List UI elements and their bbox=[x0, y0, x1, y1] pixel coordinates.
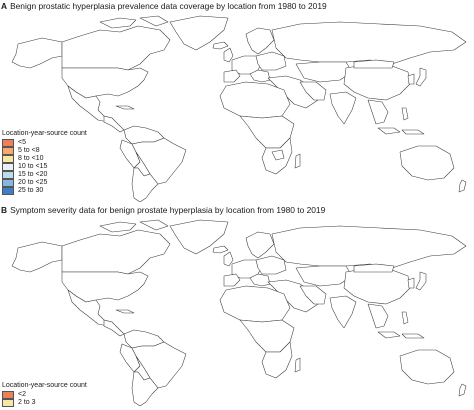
india-b bbox=[329, 295, 357, 329]
scandinavia bbox=[245, 27, 275, 55]
central-america bbox=[103, 115, 125, 133]
argentina-chile bbox=[131, 167, 159, 202]
southeast-asia bbox=[367, 99, 389, 125]
iberia bbox=[223, 69, 241, 83]
cuba-b bbox=[115, 309, 135, 314]
panel-a-prevalence-map: A Benign prostatic hyperplasia prevalence… bbox=[0, 0, 474, 203]
panel-a-legend-swatch bbox=[2, 163, 14, 171]
zambia bbox=[271, 149, 285, 161]
panel-a-legend-label: 8 to <10 bbox=[18, 155, 44, 162]
india bbox=[329, 91, 357, 125]
panel-b-legend-item: <2 bbox=[2, 391, 87, 399]
china bbox=[343, 63, 411, 101]
southeast-asia-b bbox=[367, 303, 389, 329]
russia bbox=[271, 21, 467, 65]
panel-b-legend: Location-year-source count <2 2 to 3 bbox=[2, 382, 87, 407]
iceland bbox=[212, 41, 229, 50]
panel-a-legend-swatch bbox=[2, 147, 14, 155]
greenland bbox=[169, 15, 229, 51]
alaska bbox=[11, 37, 63, 69]
panel-a-legend-item: 20 to <25 bbox=[2, 179, 87, 187]
argentina-chile-b bbox=[131, 371, 159, 406]
panel-a-legend-label: 15 to <20 bbox=[18, 171, 48, 178]
korea bbox=[407, 73, 415, 85]
russia-b bbox=[271, 225, 467, 269]
panel-b-legend-swatch bbox=[2, 391, 14, 399]
canada-b bbox=[61, 229, 171, 275]
world-map-b bbox=[11, 219, 467, 406]
panel-a-title: A Benign prostatic hyperplasia prevalence… bbox=[1, 1, 327, 11]
panel-a-legend-item: 25 to 30 bbox=[2, 187, 87, 195]
panel-a-legend-label: 5 to <8 bbox=[18, 147, 40, 154]
indonesia-b bbox=[377, 331, 425, 339]
cuba bbox=[115, 105, 135, 110]
philippines-b bbox=[401, 311, 409, 325]
panel-a-legend-item: 5 to <8 bbox=[2, 147, 87, 155]
panel-a-legend-label: 20 to <25 bbox=[18, 179, 48, 186]
panel-a-legend-item: <5 bbox=[2, 139, 87, 147]
canada-arctic-islands-b bbox=[99, 219, 169, 233]
panel-a-legend-swatch bbox=[2, 155, 14, 163]
southern-africa-b bbox=[261, 341, 293, 379]
panel-a-legend-item: 15 to <20 bbox=[2, 171, 87, 179]
eastern-europe-b bbox=[255, 255, 287, 275]
panel-a-legend-item: 10 to <15 bbox=[2, 163, 87, 171]
philippines bbox=[401, 107, 409, 121]
canada bbox=[61, 25, 171, 71]
greenland-b bbox=[169, 219, 229, 255]
panel-a-legend-swatch bbox=[2, 179, 14, 187]
japan-b bbox=[415, 271, 427, 291]
panel-a-legend-swatch bbox=[2, 187, 14, 195]
panel-a-legend-title: Location-year-source count bbox=[2, 130, 87, 137]
australia bbox=[399, 145, 455, 181]
uk-b bbox=[223, 251, 234, 267]
panel-b-legend-title: Location-year-source count bbox=[2, 382, 87, 389]
alaska-b bbox=[11, 241, 63, 273]
panel-a-legend-label: 25 to 30 bbox=[18, 187, 44, 194]
madagascar bbox=[294, 153, 301, 169]
panel-b-title-text: Symptom severity data for benign prostat… bbox=[10, 205, 326, 215]
china-b bbox=[343, 267, 411, 305]
madagascar-b bbox=[294, 357, 301, 373]
iran bbox=[299, 81, 327, 101]
panel-a-legend-label: <5 bbox=[18, 139, 26, 146]
australia-b bbox=[399, 349, 455, 385]
panel-b-title: B Symptom severity data for benign prosta… bbox=[1, 205, 325, 215]
panel-a-legend-label: 10 to <15 bbox=[18, 163, 48, 170]
central-america-b bbox=[103, 319, 125, 337]
panel-a-title-text: Benign prostatic hyperplasia prevalence … bbox=[10, 1, 327, 11]
panel-b-legend-item: 2 to 3 bbox=[2, 399, 87, 407]
panel-b-legend-label: <2 bbox=[18, 391, 26, 398]
uk bbox=[223, 47, 234, 63]
panel-a-legend-swatch bbox=[2, 139, 14, 147]
panel-a-legend-item: 8 to <10 bbox=[2, 155, 87, 163]
central-asia-b bbox=[295, 265, 353, 287]
panel-b-legend-label: 2 to 3 bbox=[18, 399, 36, 406]
korea-b bbox=[407, 277, 415, 289]
iceland-b bbox=[212, 245, 229, 254]
new-zealand bbox=[458, 179, 467, 193]
panel-b-symptom-severity-map: B Symptom severity data for benign prosta… bbox=[0, 204, 474, 410]
iran-b bbox=[299, 285, 327, 305]
panel-a-legend: Location-year-source count <5 5 to <8 8 to… bbox=[2, 130, 87, 195]
mongolia bbox=[353, 59, 395, 69]
japan bbox=[415, 67, 427, 87]
central-asia bbox=[295, 61, 353, 83]
panel-b-letter: B bbox=[1, 205, 8, 215]
indonesia bbox=[377, 127, 425, 135]
panel-b-legend-swatch bbox=[2, 399, 14, 407]
mongolia-b bbox=[353, 263, 395, 273]
new-zealand-b bbox=[458, 383, 467, 397]
world-map-a bbox=[11, 15, 467, 202]
scandinavia-b bbox=[245, 231, 275, 259]
iberia-b bbox=[223, 273, 241, 287]
canada-arctic-islands bbox=[99, 15, 169, 29]
panel-a-letter: A bbox=[1, 1, 8, 11]
eastern-europe bbox=[255, 51, 287, 71]
panel-a-legend-swatch bbox=[2, 171, 14, 179]
